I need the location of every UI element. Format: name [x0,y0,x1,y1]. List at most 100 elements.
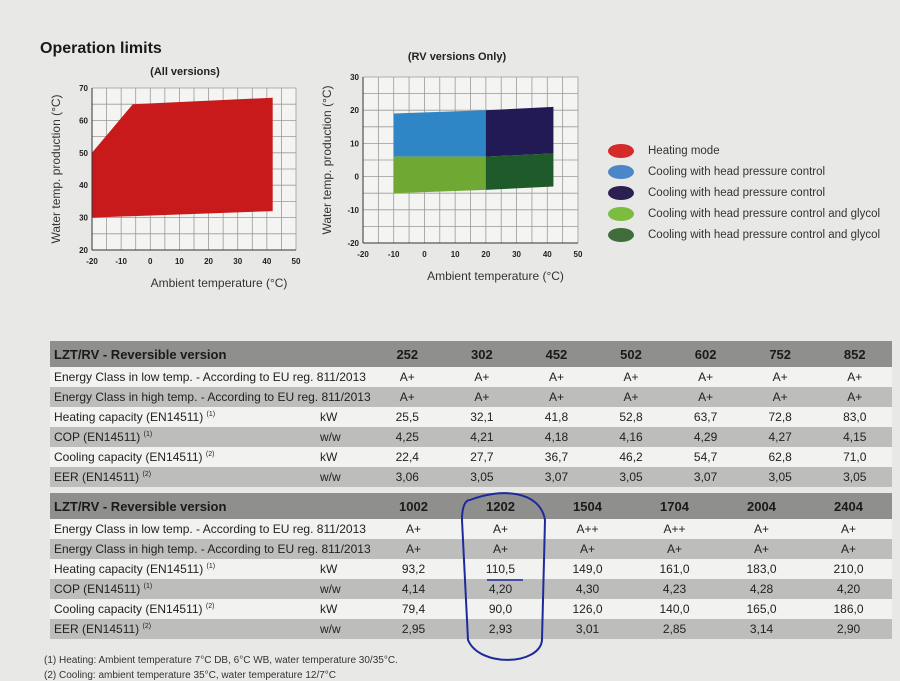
table-row: EER (EN14511) (2) w/w 2,95 2,93 3,01 2,85 3,14… [50,619,892,639]
model-header: 1504 [573,498,602,514]
table-cell: 4,20 [836,582,861,596]
table-cell: A++ [576,522,599,536]
table-cell: 4,18 [544,430,569,444]
legend-item: Cooling with head pressure control [608,161,880,182]
table-cell: 4,30 [575,582,600,596]
chart-2: -20 -10 0 10 20 30 40 50 -20 -10 0 10 20 30 (RV versio… [320,51,583,283]
table-cell: A+ [623,390,639,404]
footnote-ref: (2) [205,603,215,610]
model-header: 502 [620,346,642,362]
row-unit: w/w [320,582,341,596]
x-tick-label: 20 [481,250,490,259]
table-cell: A+ [548,370,564,384]
table-cell: 3,05 [768,470,792,484]
table-cell: 4,25 [395,430,419,444]
row-label-text: COP (EN14511) [54,430,141,444]
x-tick-label: -20 [357,250,369,259]
x-tick-label: 50 [292,257,301,266]
table-cell: A+ [474,390,490,404]
table-row: COP (EN14511) (1) w/w 4,14 4,20 4,30 4,23 4,28… [50,579,892,599]
x-tick-label: -10 [115,257,127,266]
row-label: Energy Class in high temp. - According t… [50,390,371,404]
table-cell: A+ [405,522,421,536]
legend-label: Cooling with head pressure control and g… [648,228,881,241]
table-cell: A+ [492,542,508,556]
model-header: 1202 [486,498,515,514]
table-cell: 22,4 [395,450,419,464]
y-tick-label: 30 [350,73,359,82]
chart-legend: Heating mode Cooling with head pressure c… [608,140,880,245]
table-cell: A+ [623,370,639,384]
row-label: Heating capacity (EN14511) (1) [50,410,320,424]
row-label: Cooling capacity (EN14511) (2) [50,602,320,616]
footnote-ref: (2) [142,471,152,478]
y-tick-label: 10 [350,139,359,148]
table-cell: A+ [698,390,714,404]
table-cell: 3,07 [544,470,569,484]
table-cell: 3,05 [843,470,867,484]
row-label-text: Energy Class in high temp. - According t… [54,390,371,404]
legend-swatch [608,143,634,158]
spec-table-small-models: LZT/RV - Reversible version 252 302 452 502 6… [50,341,892,487]
footnote-1: (1) Heating: Ambient temperature 7°C DB,… [44,655,398,666]
legend-item: Cooling with head pressure control and g… [608,224,880,245]
table-title: LZT/RV - Reversible version [54,346,227,362]
table-cell: 3,05 [470,470,494,484]
model-header: 452 [545,346,568,362]
model-header: 2404 [834,498,863,514]
x-axis-label: Ambient temperature (°C) [427,269,564,283]
region-1 [92,97,273,218]
table-row: Energy Class in high temp. - According t… [50,387,892,407]
row-label: COP (EN14511) (1) [50,582,320,596]
table-cell: 4,28 [749,582,774,596]
table-cell: 2,90 [836,622,861,636]
table-row: Heating capacity (EN14511) (1) kW 25,5 32,1… [50,407,892,427]
table-cell: A+ [772,390,788,404]
x-tick-label: 10 [451,250,460,259]
chart-1: -20 -10 0 10 20 30 40 50 20 30 40 50 60 70 (All versio… [49,66,301,290]
x-tick-label: 20 [204,257,213,266]
model-header: 852 [843,346,866,362]
table-cell: 62,8 [768,450,792,464]
table-cell: A+ [840,542,856,556]
table-header: LZT/RV - Reversible version 252 302 452 502 6… [50,341,892,367]
legend-swatch [608,185,634,200]
footnote-ref: (1) [143,431,153,438]
row-label: Energy Class in low temp. - According to… [50,522,366,536]
table-cell: 63,7 [693,410,718,424]
section-title: Operation limits [40,40,162,57]
table-cell: A+ [698,370,714,384]
table-cell: 79,4 [401,602,426,616]
table-cell: 90,0 [488,602,513,616]
row-label-text: Heating capacity (EN14511) [54,410,204,424]
table-cell: 3,14 [749,622,774,636]
table-cell: 3,06 [395,470,419,484]
table-cell: 2,95 [401,622,426,636]
model-header: 2004 [747,498,776,514]
model-header: 1704 [660,498,689,514]
table-cell: A+ [399,370,415,384]
table-row: Heating capacity (EN14511) (1) kW 93,2 110,… [50,559,892,579]
y-tick-label: 20 [79,246,88,255]
table-cell: A+ [772,370,788,384]
table-row: COP (EN14511) (1) w/w 4,25 4,21 4,18 4,16 4,29… [50,427,892,447]
table-cell: A+ [492,522,508,536]
y-tick-label: 40 [79,181,88,190]
legend-item: Cooling with head pressure control [608,182,880,203]
x-tick-label: 40 [262,257,271,266]
row-unit: kW [320,562,338,576]
x-tick-label: 0 [422,250,427,259]
footnote-2: (2) Cooling: ambient temperature 35°C, w… [44,670,337,681]
table-cell: 161,0 [659,562,690,576]
legend-swatch [608,164,634,179]
x-tick-label: 10 [175,257,184,266]
region-4 [485,153,554,190]
table-cell: A+ [840,522,856,536]
table-cell: 54,7 [693,450,718,464]
table-cell: 110,5 [485,562,516,576]
table-row: Cooling capacity (EN14511) (2) kW 79,4 90,0… [50,599,892,619]
legend-label: Cooling with head pressure control [648,186,826,199]
row-unit: w/w [320,622,341,636]
table-cell: 41,8 [544,410,569,424]
table-cell: 52,8 [619,410,643,424]
